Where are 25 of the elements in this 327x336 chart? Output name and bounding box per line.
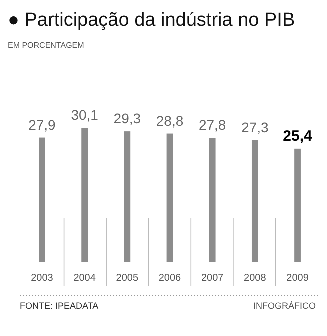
text: INFOGRÁFICO [254, 301, 316, 311]
data-label: 25,4 [283, 128, 314, 145]
bar [294, 148, 301, 262]
bar [39, 138, 46, 262]
data-label: 30,1 [71, 107, 99, 123]
data-label: 29,3 [114, 110, 142, 127]
bar [82, 128, 88, 262]
bar [209, 138, 216, 262]
x-tick-label: 2008 [244, 273, 267, 284]
data-label: 27,3 [242, 119, 270, 136]
x-tick-label: 2005 [116, 273, 139, 284]
bar [252, 140, 258, 262]
x-tick-label: 2004 [74, 273, 96, 284]
x-tick-label: 2006 [158, 273, 182, 284]
x-tick-label: 2003 [31, 273, 54, 284]
data-label: 28,8 [156, 112, 184, 129]
chart-subtitle: EM PORCENTAGEM [8, 41, 85, 50]
data-label: 27,8 [198, 117, 226, 134]
chart-title: ● Participação da indústria no PIB [8, 10, 296, 31]
x-tick-label: 2009 [286, 273, 310, 284]
data-label: 27,9 [28, 116, 56, 133]
bar [166, 134, 174, 262]
bar [124, 132, 131, 262]
x-tick-label: 2007 [201, 273, 224, 284]
source-note: FONTE: IPEADATA [20, 301, 99, 311]
